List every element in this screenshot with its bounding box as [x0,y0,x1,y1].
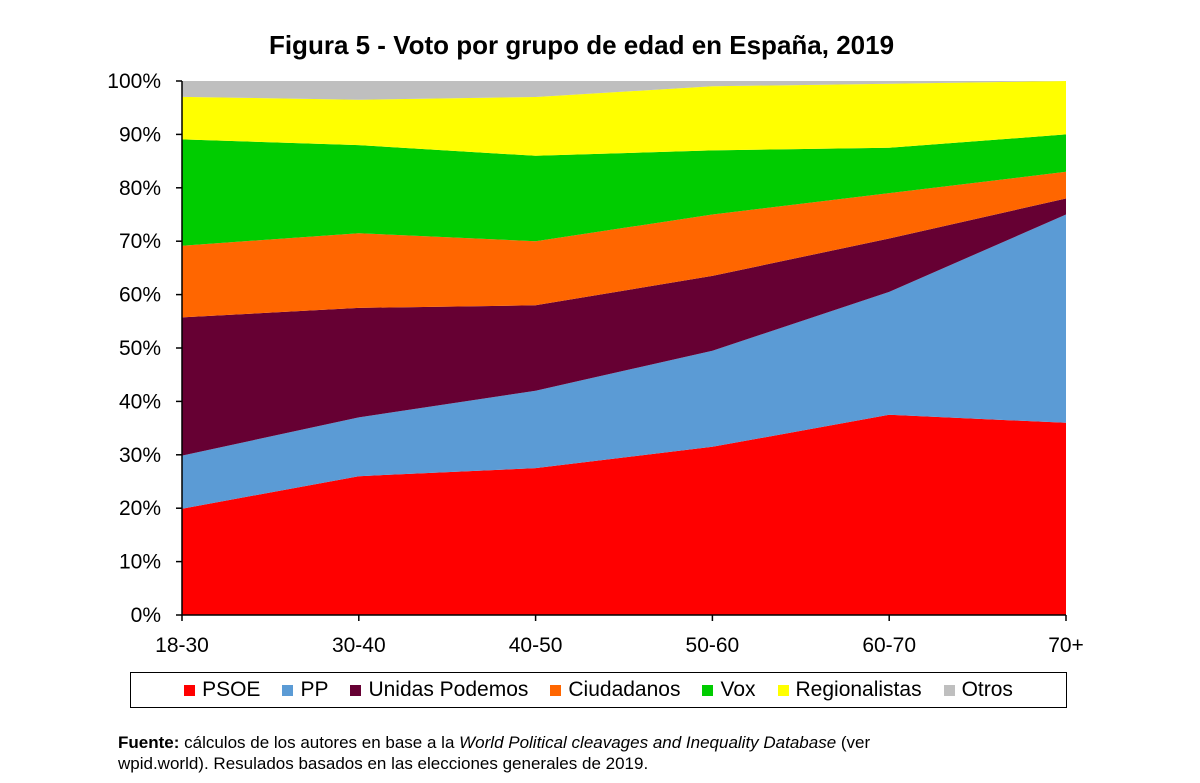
y-tick-label: 40% [119,390,161,413]
source-note: Fuente: cálculos de los autores en base … [118,732,938,774]
y-tick-label: 60% [119,284,161,307]
legend-swatch [282,684,294,696]
y-tick-label: 20% [119,497,161,520]
legend-label: Ciudadanos [568,678,681,701]
area-psoe [182,414,1066,615]
stacked-area-chart: 0% 10% 20% 30% 40% 50% 60% 70% 80% 90% 100% 18-30 3… [107,70,1084,657]
legend-swatch [777,684,789,696]
legend-swatch [943,684,955,696]
legend-item-regionalistas: Regionalistas [777,678,922,702]
legend-swatch [550,684,562,696]
y-tick-label: 100% [107,70,161,93]
x-tick-label: 30-40 [332,634,386,657]
legend-item-vox: Vox [702,678,756,702]
axes [176,80,1067,621]
y-tick-label: 90% [119,123,161,146]
legend-swatch [702,684,714,696]
source-label: Fuente: [118,733,180,752]
x-tick-label: 60-70 [862,634,916,657]
legend-label: Unidas Podemos [368,678,529,701]
area-regionalistas [182,81,1066,156]
legend-swatch [350,684,362,696]
legend-label: PSOE [202,678,261,701]
area-vox [182,134,1066,246]
y-tick-labels: 0% 10% 20% 30% 40% 50% 60% 70% 80% 90% 100% [107,70,161,627]
source-text-after: (ver wpid.world). Resulados basados en l… [118,733,871,773]
y-tick-label: 10% [119,551,161,574]
legend-label: PP [300,678,329,701]
area-layers [182,81,1066,615]
y-tick-label: 0% [131,604,161,627]
legend: PSOE PP Unidas Podemos Ciudadanos Vox Regiona… [130,672,1067,708]
area-ciudadanos [182,171,1066,318]
y-tick-label: 50% [119,337,161,360]
legend-item-pp: PP [282,678,328,702]
y-tick-label: 80% [119,177,161,200]
area-unidas-podemos [182,198,1066,456]
source-text-before: cálculos de los autores en base a la [179,733,460,752]
legend-swatch [184,684,196,696]
legend-item-psoe: PSOE [184,678,260,702]
legend-label: Regionalistas [795,678,922,701]
source-database-name: World Political cleavages and Inequality… [459,733,837,752]
x-tick-label: 50-60 [686,634,740,657]
chart-title: Figura 5 - Voto por grupo de edad en Esp… [268,30,895,60]
legend-item-ciudadanos: Ciudadanos [550,678,680,702]
x-tick-labels: 18-30 30-40 40-50 50-60 60-70 70+ [155,634,1084,657]
legend-label: Otros [961,678,1013,701]
x-tick-label: 18-30 [155,634,209,657]
area-otros [182,81,1066,100]
legend-item-otros: Otros [943,678,1013,702]
area-pp [182,214,1066,509]
legend-label: Vox [720,678,756,701]
legend-item-unidas-podemos: Unidas Podemos [350,678,528,702]
y-tick-label: 30% [119,444,161,467]
x-tick-label: 40-50 [509,634,563,657]
x-tick-label: 70+ [1048,634,1084,657]
y-tick-label: 70% [119,230,161,253]
